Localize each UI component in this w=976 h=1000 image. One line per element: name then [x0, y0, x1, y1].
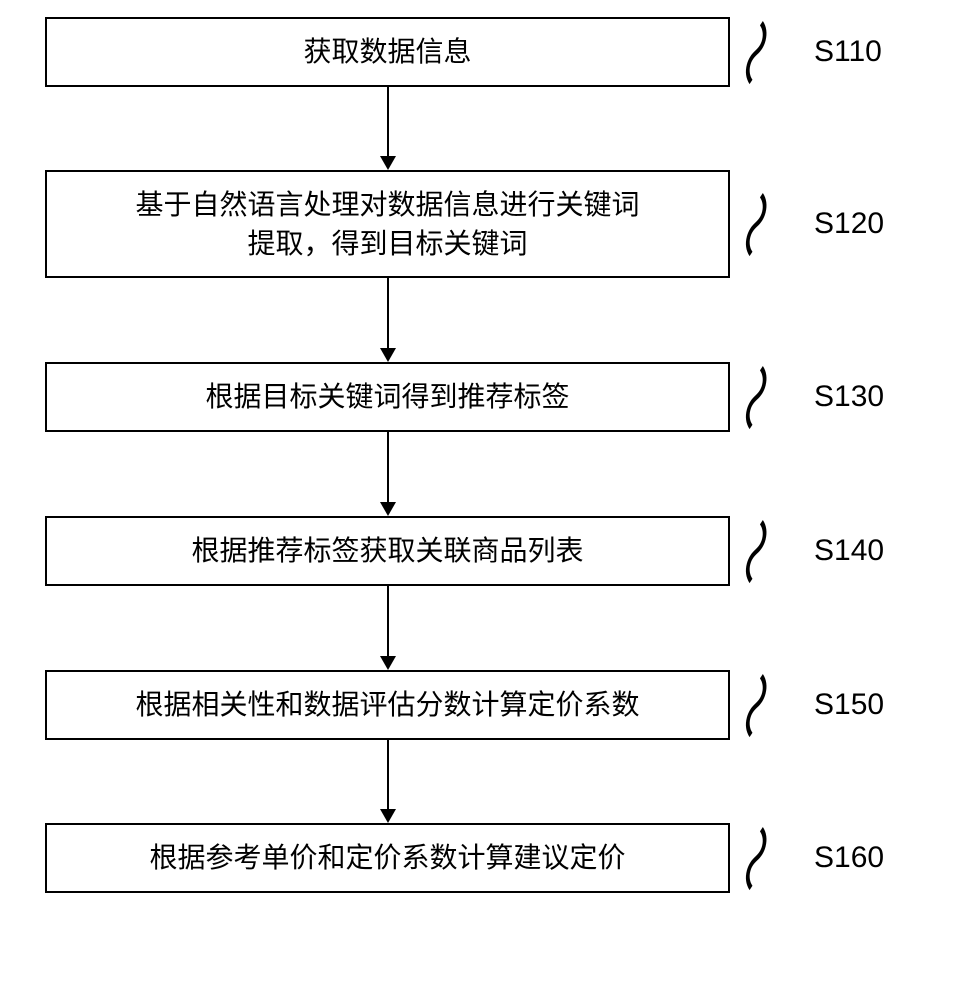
flow-step-label: ～S160	[724, 834, 884, 882]
flow-arrow-head-icon	[380, 656, 396, 670]
flow-step-text: 根据目标关键词得到推荐标签	[205, 377, 569, 416]
flow-step-label: ～S110	[724, 28, 882, 76]
connector-tilde-icon: ～	[711, 803, 798, 912]
flow-step-box: 根据目标关键词得到推荐标签	[45, 362, 730, 432]
flow-arrow-head-icon	[380, 809, 396, 823]
flow-step-id: S110	[814, 35, 882, 69]
flow-arrow-head-icon	[380, 502, 396, 516]
flow-step-label: ～S140	[724, 527, 884, 575]
flow-step-text: 获取数据信息	[303, 32, 471, 71]
flow-step-text: 根据参考单价和定价系数计算建议定价	[149, 838, 625, 877]
flow-step-text: 基于自然语言处理对数据信息进行关键词 提取，得到目标关键词	[135, 185, 639, 263]
flow-arrow-head-icon	[380, 348, 396, 362]
flow-step-box: 根据相关性和数据评估分数计算定价系数	[45, 670, 730, 740]
flow-step-id: S160	[814, 841, 884, 875]
connector-tilde-icon: ～	[711, 496, 798, 605]
flow-step-box: 获取数据信息	[45, 17, 730, 87]
flow-step-label: ～S130	[724, 373, 884, 421]
flow-arrow-line	[387, 586, 389, 656]
flow-step-id: S120	[814, 207, 884, 241]
flow-step-text: 根据推荐标签获取关联商品列表	[191, 531, 583, 570]
connector-tilde-icon: ～	[711, 650, 798, 759]
flow-step-id: S150	[814, 688, 884, 722]
flow-arrow-line	[387, 278, 389, 348]
connector-tilde-icon: ～	[711, 0, 798, 107]
flow-step-box: 基于自然语言处理对数据信息进行关键词 提取，得到目标关键词	[45, 170, 730, 278]
flow-step-id: S130	[814, 380, 884, 414]
flow-step-box: 根据推荐标签获取关联商品列表	[45, 516, 730, 586]
flow-step-box: 根据参考单价和定价系数计算建议定价	[45, 823, 730, 893]
flow-arrow-line	[387, 432, 389, 502]
flow-step-text: 根据相关性和数据评估分数计算定价系数	[135, 685, 639, 724]
connector-tilde-icon: ～	[711, 342, 798, 451]
flow-arrow-head-icon	[380, 156, 396, 170]
flow-step-label: ～S150	[724, 681, 884, 729]
flow-arrow-line	[387, 87, 389, 156]
flow-step-label: ～S120	[724, 200, 884, 248]
flow-step-id: S140	[814, 534, 884, 568]
flow-arrow-line	[387, 740, 389, 809]
